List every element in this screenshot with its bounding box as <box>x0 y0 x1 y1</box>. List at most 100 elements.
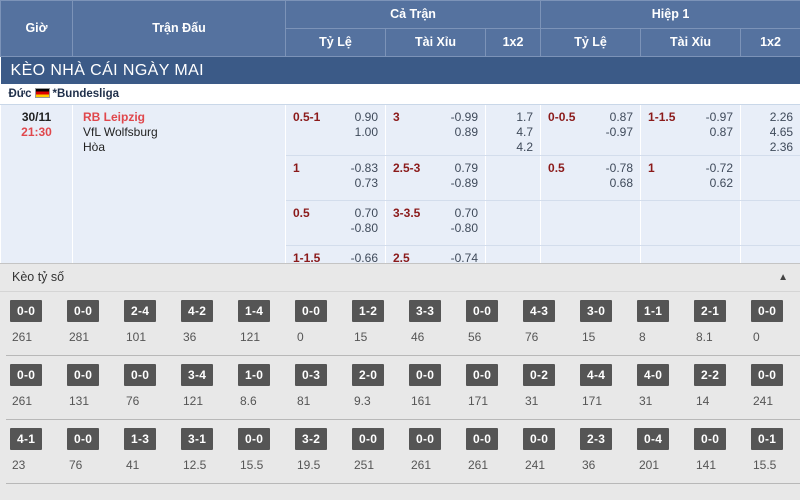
score-item[interactable]: 0-0 0 <box>291 292 348 356</box>
score-item[interactable]: 0-0 141 <box>690 420 747 484</box>
odds-cell-ft-1x2 <box>484 200 542 246</box>
score-item[interactable]: 0-0 241 <box>519 420 576 484</box>
odds-cell-ft-overunder[interactable]: 3-3.5 0.70 -0.80 <box>385 200 486 246</box>
score-item[interactable]: 0-0 261 <box>6 356 63 420</box>
odds-value: -0.99 <box>450 110 478 124</box>
score-item[interactable]: 0-0 15.5 <box>234 420 291 484</box>
odds-cell-h1-overunder[interactable]: 1-1.5 -0.97 0.87 <box>640 104 742 156</box>
match-teams: RB Leipzig VfL Wolfsburg Hòa <box>72 104 286 291</box>
odds-value: 4.2 <box>516 140 534 154</box>
score-item[interactable]: 0-3 81 <box>291 356 348 420</box>
score-odd: 241 <box>525 458 546 472</box>
odds-cell-ft-handicap[interactable]: 1 -0.83 0.73 <box>285 155 386 201</box>
score-item[interactable]: 2-4 101 <box>120 292 177 356</box>
score-item[interactable]: 1-2 15 <box>348 292 405 356</box>
score-badge: 2-0 <box>352 364 385 386</box>
score-item[interactable]: 3-2 19.5 <box>291 420 348 484</box>
score-item[interactable]: 0-0 261 <box>6 292 63 356</box>
score-item[interactable]: 0-0 261 <box>405 420 462 484</box>
score-item[interactable]: 0-0 251 <box>348 420 405 484</box>
handicap-line: 0.5-1 <box>293 110 321 124</box>
overunder-line: 1-1.5 <box>648 110 676 124</box>
score-badge: 0-0 <box>238 428 271 450</box>
odds-value: -0.78 <box>605 161 634 175</box>
odds-value: -0.89 <box>450 176 478 190</box>
score-item[interactable]: 0-0 76 <box>120 356 177 420</box>
score-badge: 0-0 <box>67 428 100 450</box>
score-item[interactable]: 0-0 56 <box>462 292 519 356</box>
table-row[interactable]: 30/11 21:30 RB Leipzig VfL Wolfsburg Hòa… <box>0 104 800 291</box>
score-badge: 0-0 <box>466 300 499 322</box>
score-item[interactable]: 0-0 171 <box>462 356 519 420</box>
score-item[interactable]: 4-2 36 <box>177 292 234 356</box>
odds-cell-ft-handicap[interactable]: 0.5 0.70 -0.80 <box>285 200 386 246</box>
score-item[interactable]: 0-2 31 <box>519 356 576 420</box>
league-country: Đức <box>8 88 32 100</box>
score-item[interactable]: 4-1 23 <box>6 420 63 484</box>
score-item[interactable]: 0-0 241 <box>747 356 800 420</box>
score-badge: 0-2 <box>523 364 556 386</box>
caret-up-icon[interactable]: ▲ <box>778 272 788 283</box>
odds-cell-h1-handicap[interactable]: 0.5 -0.78 0.68 <box>540 155 642 201</box>
odds-cell-h1-1x2[interactable]: 2.26 4.65 2.36 <box>740 104 800 156</box>
odds-cell-ft-1x2[interactable]: 1.7 4.7 4.2 <box>484 104 542 156</box>
score-item[interactable]: 2-0 9.3 <box>348 356 405 420</box>
score-item[interactable]: 0-0 76 <box>63 420 120 484</box>
score-odd: 31 <box>525 394 539 408</box>
match-kickoff: 21:30 <box>21 125 52 139</box>
score-odd: 0 <box>297 330 304 344</box>
handicap-line: 0.5 <box>548 161 565 175</box>
score-badge: 2-2 <box>694 364 727 386</box>
odds-cell-ft-overunder[interactable]: 2.5-3 0.79 -0.89 <box>385 155 486 201</box>
score-badge: 3-2 <box>295 428 328 450</box>
table-row[interactable]: 1 -0.83 0.73 2.5-3 0.79 -0.89 <box>1 155 800 201</box>
score-item[interactable]: 1-1 8 <box>633 292 690 356</box>
odds-value: 1.00 <box>354 125 378 139</box>
odds-value: -0.72 <box>705 161 734 175</box>
score-item[interactable]: 2-3 36 <box>576 420 633 484</box>
score-item[interactable]: 1-0 8.6 <box>234 356 291 420</box>
score-item[interactable]: 3-0 15 <box>576 292 633 356</box>
banner-title: KÈO NHÀ CÁI NGÀY MAI <box>0 56 800 84</box>
league-row[interactable]: Đức *Bundesliga <box>0 84 800 105</box>
score-item[interactable]: 4-4 171 <box>576 356 633 420</box>
score-item[interactable]: 1-4 121 <box>234 292 291 356</box>
overunder-line: 2.5-3 <box>393 161 421 175</box>
odds-cell-ft-overunder[interactable]: 3 -0.99 0.89 <box>385 104 486 156</box>
score-item[interactable]: 0-0 0 <box>747 292 800 356</box>
odds-cell-h1-handicap[interactable]: 0-0.5 0.87 -0.97 <box>540 104 642 156</box>
odds-cell-h1-overunder[interactable]: 1 -0.72 0.62 <box>640 155 742 201</box>
odds-cell-ft-handicap[interactable]: 0.5-1 0.90 1.00 <box>285 104 386 156</box>
score-odd: 261 <box>468 458 489 472</box>
table-row[interactable]: 0.5 0.70 -0.80 3-3.5 0.70 -0.80 <box>1 200 800 246</box>
score-item[interactable]: 0-0 261 <box>462 420 519 484</box>
score-item[interactable]: 0-4 201 <box>633 420 690 484</box>
correct-score-title: Kèo tỷ số <box>12 270 65 284</box>
score-badge: 4-2 <box>181 300 214 322</box>
correct-score-panel: Kèo tỷ số ▲ 0-0 261 0-0 281 2-4 101 4-2 36 1… <box>0 263 800 500</box>
score-item[interactable]: 3-4 121 <box>177 356 234 420</box>
score-item[interactable]: 0-0 131 <box>63 356 120 420</box>
score-badge: 0-0 <box>694 428 727 450</box>
score-item[interactable]: 1-3 41 <box>120 420 177 484</box>
score-item[interactable]: 0-0 281 <box>63 292 120 356</box>
score-item[interactable]: 4-0 31 <box>633 356 690 420</box>
odds-value: 0.62 <box>709 176 734 190</box>
score-badge: 0-0 <box>10 300 43 322</box>
score-item[interactable]: 0-0 161 <box>405 356 462 420</box>
score-badge: 1-1 <box>637 300 670 322</box>
score-item[interactable]: 3-1 12.5 <box>177 420 234 484</box>
score-item[interactable]: 2-1 8.1 <box>690 292 747 356</box>
score-item[interactable]: 3-3 46 <box>405 292 462 356</box>
score-badge: 0-0 <box>295 300 328 322</box>
odds-cell-ft-1x2 <box>484 155 542 201</box>
score-odd: 0 <box>753 330 760 344</box>
score-row: 0-0 261 0-0 281 2-4 101 4-2 36 1-4 121 0-0 0 1… <box>6 292 800 356</box>
correct-score-header[interactable]: Kèo tỷ số ▲ <box>0 264 800 292</box>
score-item[interactable]: 2-2 14 <box>690 356 747 420</box>
odds-value: 0.70 <box>354 206 378 220</box>
score-item[interactable]: 4-3 76 <box>519 292 576 356</box>
odds-value: 4.7 <box>516 125 534 139</box>
score-odd: 15 <box>354 330 368 344</box>
